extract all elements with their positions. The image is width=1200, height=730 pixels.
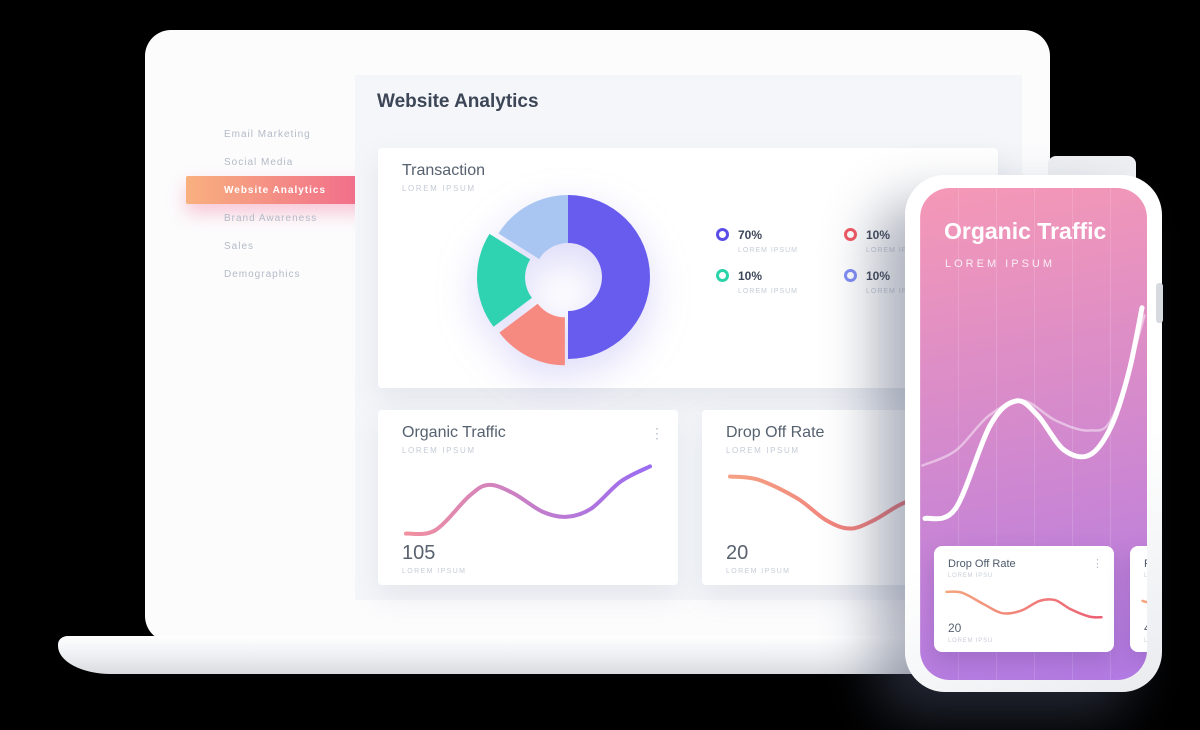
phone-cards-row: Drop Off Rate LOREM IPSU ⋮ 20 LOREM IPSU… (934, 546, 1147, 652)
phone-side-button (1156, 283, 1163, 323)
organic-card-subtitle: LOREM IPSUM (402, 446, 476, 455)
organic-value: 105 (402, 542, 436, 564)
phone-second-card-title: Re (1144, 558, 1147, 570)
legend-caption: LOREM IPSUM (738, 288, 799, 295)
legend-value: 10% (738, 269, 763, 283)
legend-ring-icon (716, 228, 729, 241)
organic-value-block: 105 LOREM IPSUM (402, 542, 466, 575)
legend-value: 10% (866, 228, 891, 242)
organic-value-caption: LOREM IPSUM (402, 568, 467, 575)
legend-item-purple: 70% LOREM IPSUM (716, 226, 844, 254)
drop-card-subtitle: LOREM IPSUM (726, 446, 800, 455)
legend-ring-icon (716, 269, 729, 282)
transaction-card-header: Transaction LOREM IPSUM (402, 162, 485, 193)
organic-traffic-line-chart (404, 464, 652, 537)
drop-card-title: Drop Off Rate (726, 424, 825, 441)
transaction-card: Transaction LOREM IPSUM 70% LOREM IPSUM … (378, 148, 998, 388)
legend-item-red: 10% LOREM IPSUM (844, 226, 972, 254)
legend-item-teal: 10% LOREM IPSUM (716, 267, 844, 295)
phone-drop-card-title: Drop Off Rate (948, 558, 1016, 570)
organic-card-title: Organic Traffic (402, 424, 506, 441)
phone-page-subtitle: LOREM IPSUM (945, 258, 1056, 270)
legend-item-blue: 10% LOREM IPSUM (844, 267, 972, 295)
sidebar: Email Marketing Social Media Website Ana… (175, 120, 392, 288)
phone-second-card: Re LO 4 LO (1130, 546, 1147, 652)
drop-value-caption: LOREM IPSUM (726, 568, 791, 575)
phone: Organic Traffic LOREM IPSUM Drop Off Rat… (905, 175, 1163, 692)
transaction-card-subtitle: LOREM IPSUM (402, 184, 476, 193)
phone-main-line-chart (922, 305, 1145, 522)
sidebar-item-email-marketing[interactable]: Email Marketing (224, 128, 311, 140)
sidebar-item-social-media[interactable]: Social Media (224, 156, 294, 168)
kebab-menu-icon[interactable]: ⋮ (650, 425, 664, 441)
phone-drop-value: 20 (948, 621, 962, 635)
sidebar-item-brand-awareness[interactable]: Brand Awareness (224, 212, 318, 224)
phone-page-title: Organic Traffic (944, 218, 1107, 244)
organic-traffic-card: Organic Traffic LOREM IPSUM ⋮ 105 LOREM … (378, 410, 678, 585)
legend-caption: LOREM IPSUM (738, 247, 799, 254)
phone-screen: Organic Traffic LOREM IPSUM Drop Off Rat… (920, 188, 1147, 680)
drop-card-header: Drop Off Rate LOREM IPSUM (726, 424, 824, 455)
kebab-menu-icon[interactable]: ⋮ (1092, 558, 1103, 570)
organic-card-header: Organic Traffic LOREM IPSUM (402, 424, 506, 455)
phone-drop-off-card: Drop Off Rate LOREM IPSU ⋮ 20 LOREM IPSU (934, 546, 1114, 652)
phone-drop-card-subtitle: LOREM IPSU (948, 573, 994, 579)
phone-second-value: 4 (1144, 621, 1147, 635)
transaction-card-title: Transaction (402, 162, 485, 179)
legend-value: 10% (866, 269, 891, 283)
drop-value: 20 (726, 542, 749, 564)
transaction-donut-chart (477, 195, 650, 366)
legend-caption: LOREM IPSUM (866, 288, 927, 295)
sidebar-item-sales[interactable]: Sales (224, 240, 255, 252)
phone-drop-line-chart (945, 590, 1103, 619)
phone-second-value-caption: LO (1144, 638, 1147, 644)
legend-caption: LOREM IPSUM (866, 247, 927, 254)
legend-value: 70% (738, 228, 763, 242)
page-title: Website Analytics (377, 91, 539, 112)
transaction-legend: 70% LOREM IPSUM 10% LOREM IPSUM 10% LO (716, 226, 972, 295)
drop-value-block: 20 LOREM IPSUM (726, 542, 790, 575)
legend-ring-icon (844, 269, 857, 282)
legend-ring-icon (844, 228, 857, 241)
phone-second-card-subtitle: LO (1144, 573, 1147, 579)
phone-drop-value-caption: LOREM IPSU (948, 638, 994, 644)
sidebar-item-demographics[interactable]: Demographics (224, 268, 301, 280)
